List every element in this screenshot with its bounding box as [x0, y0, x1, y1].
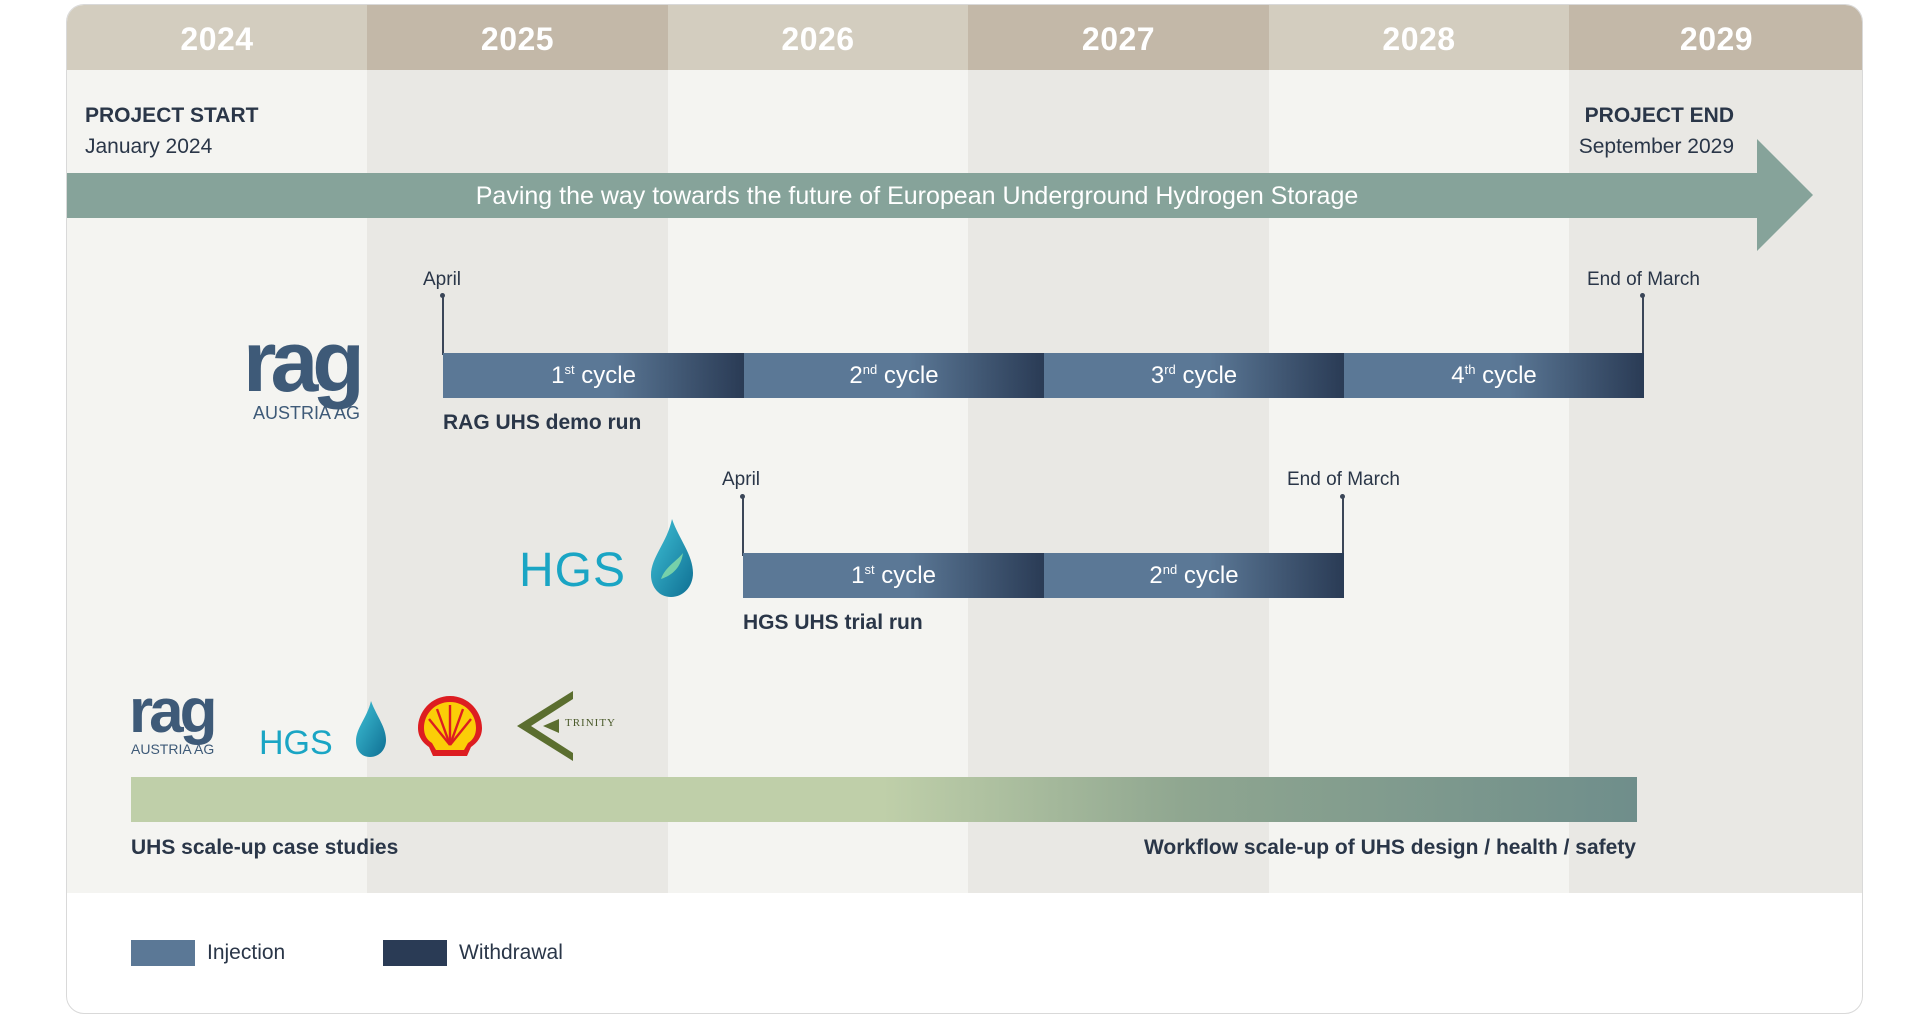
banner-text: Paving the way towards the future of Eur…: [475, 182, 1359, 210]
hgs-end-marker-label: End of March: [1287, 469, 1400, 490]
rag-cycle-2: 2nd cycle: [744, 353, 1044, 398]
hgs-start-marker-label: April: [722, 469, 761, 490]
rag-end-marker-label: End of March: [1587, 269, 1700, 290]
case-studies-right-label: Workflow scale-up of UHS design / health…: [1143, 836, 1636, 859]
rag-cycle-4: 4th cycle: [1344, 353, 1644, 398]
hgs-logo-text: HGS: [519, 544, 627, 597]
rag-cycle-bar: 1st cycle 2nd cycle 3rd cycle 4th cycle: [443, 353, 1644, 398]
hgs-logo-small-text: HGS: [259, 724, 333, 762]
hgs-start-dot: [740, 494, 745, 499]
case-studies-left-label: UHS scale-up case studies: [131, 836, 399, 859]
project-start-label: PROJECT START: [85, 104, 259, 127]
shell-logo-icon: [418, 696, 482, 756]
year-header-2024: 2024: [67, 5, 367, 70]
hgs-end-tick: [1342, 496, 1344, 556]
rag-run-title: RAG UHS demo run: [443, 411, 642, 434]
rag-start-tick: [442, 295, 444, 355]
rag-start-marker-label: April: [423, 269, 462, 290]
project-end-date: September 2029: [1578, 135, 1734, 158]
hgs-start-tick: [742, 496, 744, 556]
rag-logo-small-subtext: AUSTRIA AG: [131, 741, 215, 757]
year-column-2024: [67, 5, 367, 893]
year-header-2029: 2029: [1569, 5, 1862, 70]
rag-logo-small-text: rag: [129, 677, 218, 746]
year-header-2028: 2028: [1269, 5, 1569, 70]
legend-injection-label: Injection: [207, 941, 286, 964]
case-studies-bar: [131, 777, 1637, 822]
trinity-logo-text: TRINITY: [565, 717, 616, 729]
rag-end-dot: [1640, 293, 1645, 298]
banner-arrow: [67, 139, 1813, 251]
hgs-logo: HGS: [519, 517, 709, 607]
rag-logo-small: rag AUSTRIA AG: [129, 679, 239, 765]
hgs-end-dot: [1340, 494, 1345, 499]
year-header-2026: 2026: [668, 5, 968, 70]
water-drop-icon: [651, 519, 693, 597]
rag-cycle-3: 3rd cycle: [1044, 353, 1344, 398]
rag-cycle-1: 1st cycle: [443, 353, 744, 398]
year-header-2027: 2027: [968, 5, 1269, 70]
year-column-2029: [1569, 5, 1862, 893]
year-column-2027: [968, 5, 1269, 893]
project-end-label: PROJECT END: [1584, 104, 1734, 127]
rag-logo-text: rag: [243, 314, 365, 410]
year-column-2028: [1269, 5, 1569, 893]
year-header-2025: 2025: [367, 5, 668, 70]
year-column-2026: [668, 5, 968, 893]
timeline-card: 2024 2025 2026 2027 2028 2029 PROJECT ST…: [66, 4, 1863, 1014]
year-column-2025: [367, 5, 668, 893]
hgs-cycle-bar: 1st cycle 2nd cycle: [743, 553, 1344, 598]
legend-injection-swatch: [131, 940, 195, 966]
project-start-date: January 2024: [85, 135, 213, 158]
rag-logo: rag AUSTRIA AG: [243, 317, 403, 435]
hgs-cycle-2: 2nd cycle: [1044, 553, 1344, 598]
legend-withdrawal-label: Withdrawal: [459, 941, 563, 964]
hgs-cycle-1: 1st cycle: [743, 553, 1044, 598]
legend-withdrawal-swatch: [383, 940, 447, 966]
rag-start-dot: [440, 293, 445, 298]
rag-end-tick: [1642, 295, 1644, 355]
trinity-logo: TRINITY: [513, 689, 633, 763]
hgs-run-title: HGS UHS trial run: [743, 611, 923, 634]
trinity-chevron-icon: [517, 691, 573, 761]
water-drop-small-icon: [356, 701, 386, 757]
rag-logo-subtext: AUSTRIA AG: [253, 403, 361, 423]
hgs-logo-small: HGS: [259, 699, 399, 763]
